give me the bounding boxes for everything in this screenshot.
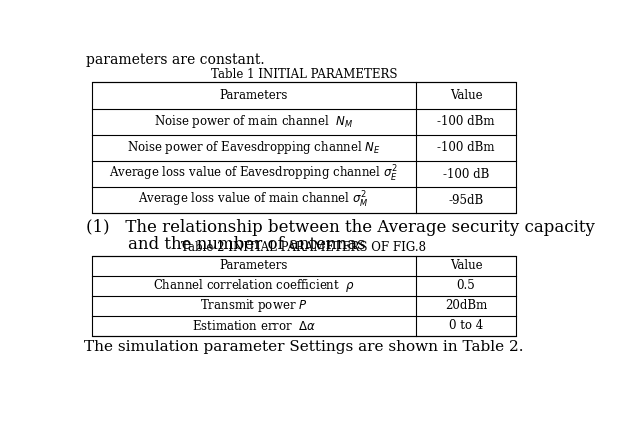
- Text: -100 dBm: -100 dBm: [437, 115, 495, 128]
- Text: Parameters: Parameters: [220, 259, 288, 272]
- Text: The simulation parameter Settings are shown in Table 2.: The simulation parameter Settings are sh…: [84, 341, 524, 354]
- Bar: [92, 256, 516, 336]
- Text: -100 dBm: -100 dBm: [437, 141, 495, 154]
- Text: Table 1 INITIAL PARAMETERS: Table 1 INITIAL PARAMETERS: [211, 68, 397, 81]
- Text: parameters are constant.: parameters are constant.: [86, 53, 265, 67]
- Text: Average loss value of main channel $\sigma_M^2$: Average loss value of main channel $\sig…: [138, 190, 369, 210]
- Text: Value: Value: [450, 89, 483, 102]
- Text: (1)   The relationship between the Average security capacity: (1) The relationship between the Average…: [86, 219, 595, 237]
- Text: Average loss value of Eavesdropping channel $\sigma_E^2$: Average loss value of Eavesdropping chan…: [109, 164, 398, 184]
- Text: Noise power of main channel  $N_M$: Noise power of main channel $N_M$: [154, 113, 353, 130]
- Text: Parameters: Parameters: [220, 89, 288, 102]
- Text: Channel correlation coefficient  $\rho$: Channel correlation coefficient $\rho$: [152, 277, 355, 294]
- Text: Table 2 INITIAL PARAMETERS OF FIG.8: Table 2 INITIAL PARAMETERS OF FIG.8: [182, 241, 426, 254]
- Text: Estimation error  $\Delta\alpha$: Estimation error $\Delta\alpha$: [191, 319, 316, 333]
- Text: -95dB: -95dB: [449, 194, 484, 207]
- Text: and the number of antennas: and the number of antennas: [86, 237, 366, 253]
- Text: Noise power of Eavesdropping channel $N_E$: Noise power of Eavesdropping channel $N_…: [127, 139, 380, 157]
- Text: 20dBm: 20dBm: [445, 299, 487, 312]
- Text: -100 dB: -100 dB: [443, 168, 489, 181]
- Text: 0 to 4: 0 to 4: [449, 319, 483, 332]
- Text: Transmit power $P$: Transmit power $P$: [200, 297, 307, 314]
- Bar: [92, 83, 516, 213]
- Text: Value: Value: [450, 259, 483, 272]
- Text: 0.5: 0.5: [456, 279, 476, 292]
